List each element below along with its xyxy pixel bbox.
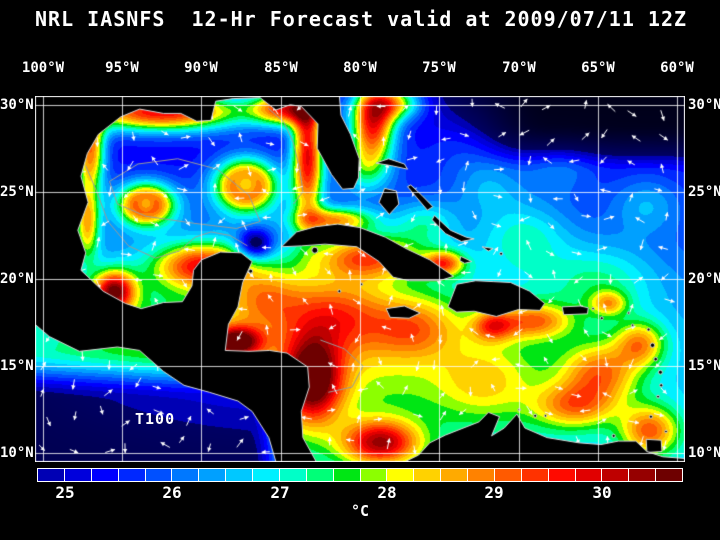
- colorbar-segment: [521, 469, 548, 481]
- colorbar-tick-label: 27: [270, 483, 290, 502]
- lat-tick-label: 25°N: [688, 184, 720, 200]
- lon-tick-label: 70°W: [502, 60, 536, 76]
- colorbar-tick-label: 28: [377, 483, 397, 502]
- colorbar-segment: [441, 469, 467, 481]
- colorbar-tick-label: 30: [592, 483, 612, 502]
- colorbar-segment: [226, 469, 252, 481]
- colorbar-segment: [468, 469, 494, 481]
- lon-tick-label: 95°W: [105, 60, 139, 76]
- colorbar-segment: [199, 469, 226, 481]
- lon-tick-label: 80°W: [343, 60, 377, 76]
- page-title: NRL IASNFS 12-Hr Forecast valid at 2009/…: [35, 7, 688, 31]
- lat-tick-label: 20°N: [0, 271, 34, 287]
- lat-tick-label: 30°N: [0, 97, 34, 113]
- lat-tick-label: 30°N: [688, 97, 720, 113]
- lon-tick-label: 65°W: [581, 60, 615, 76]
- colorbar: [37, 468, 683, 482]
- colorbar-segment: [145, 469, 172, 481]
- lon-tick-label: 75°W: [422, 60, 456, 76]
- colorbar-segment: [629, 469, 656, 481]
- colorbar-segment: [91, 469, 118, 481]
- lat-tick-label: 15°N: [0, 358, 34, 374]
- colorbar-segment: [602, 469, 629, 481]
- lon-tick-label: 90°W: [184, 60, 218, 76]
- colorbar-segment: [360, 469, 387, 481]
- colorbar-tick-label: 29: [484, 483, 504, 502]
- colorbar-segment: [279, 469, 306, 481]
- colorbar-segment: [575, 469, 602, 481]
- colorbar-segment: [333, 469, 360, 481]
- colorbar-segment: [656, 469, 682, 481]
- lon-tick-label: 100°W: [21, 60, 65, 76]
- colorbar-segment: [253, 469, 279, 481]
- colorbar-segment: [172, 469, 199, 481]
- colorbar-segment: [118, 469, 145, 481]
- colorbar-segment: [64, 469, 91, 481]
- forecast-heatmap-canvas: [35, 96, 685, 462]
- lat-tick-label: 10°N: [688, 445, 720, 461]
- colorbar-tick-label: 25: [55, 483, 75, 502]
- colorbar-segment: [38, 469, 64, 481]
- lat-tick-label: 10°N: [0, 445, 34, 461]
- colorbar-segment: [494, 469, 521, 481]
- colorbar-unit: °C: [350, 502, 370, 520]
- lat-tick-label: 25°N: [0, 184, 34, 200]
- colorbar-segment: [548, 469, 575, 481]
- lon-tick-label: 85°W: [264, 60, 298, 76]
- colorbar-segment: [387, 469, 414, 481]
- colorbar-tick-label: 26: [162, 483, 182, 502]
- colorbar-segment: [306, 469, 333, 481]
- field-label: T100: [135, 410, 176, 428]
- lon-tick-label: 60°W: [660, 60, 694, 76]
- map-panel: T100: [35, 96, 685, 462]
- lat-tick-label: 20°N: [688, 271, 720, 287]
- lat-tick-label: 15°N: [688, 358, 720, 374]
- colorbar-segment: [414, 469, 441, 481]
